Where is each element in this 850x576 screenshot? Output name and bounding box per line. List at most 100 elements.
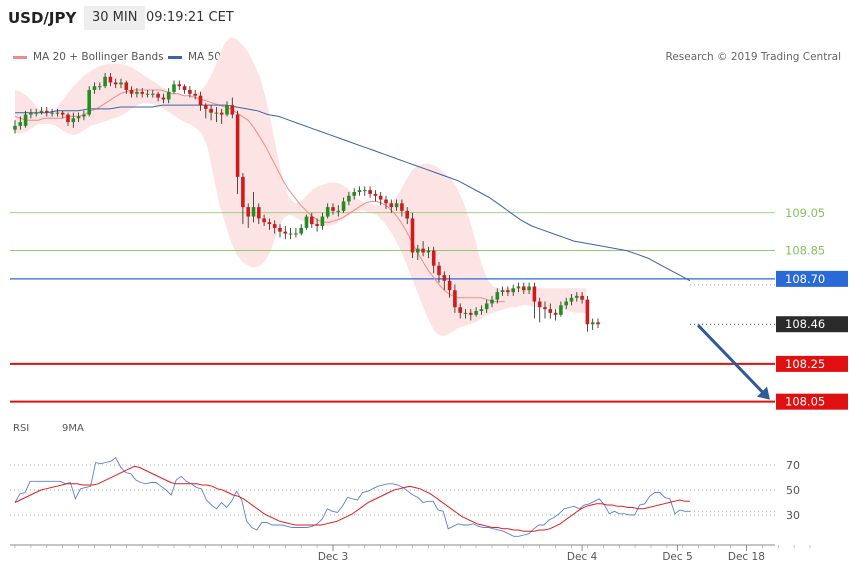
candle-body [135,91,139,94]
legend-9ma: 9MA [62,423,84,434]
candle-body [113,82,118,85]
candle-body [272,224,277,228]
candle-body [29,112,33,115]
projection-arrow-shaft [696,324,766,395]
x-axis-label: Dec 3 [318,551,348,563]
candle-body [400,203,404,211]
candle-body [124,82,129,90]
candle-body [230,105,235,115]
candle-body [60,112,65,115]
legend-ma50-label: MA 50 [188,51,221,63]
candle-body [416,248,420,253]
candle-body [198,95,203,106]
candles-group [13,73,600,332]
candle-body [304,216,309,228]
candle-body [156,93,160,98]
level-label-108.70: 108.70 [785,272,825,286]
candle-body [241,176,245,208]
candle-body [410,218,415,253]
candle-body [453,290,457,308]
candle-body [458,307,462,313]
candle-body [34,112,38,114]
candle-body [384,199,388,204]
candle-body [596,322,600,325]
candle-body [225,105,229,115]
candle-body [490,299,494,304]
candle-body [151,93,155,95]
candle-body [368,190,372,194]
candle-body [543,307,547,310]
candle-body [431,250,436,266]
level-tag-108.70 [776,270,848,287]
legend-ma20: MA 20 + Bollinger Bands [13,51,164,63]
x-axis-label: Dec 4 [567,551,598,563]
candle-body [45,110,49,113]
candle-body [484,303,489,310]
rsi-tick-label: 30 [786,509,800,522]
candle-body [331,207,335,211]
candle-body [511,288,515,293]
candle-body [516,286,521,289]
candle-body [294,233,298,235]
level-tag-108.46 [776,316,848,333]
symbol-title: USD/JPY [8,9,77,27]
candle-body [172,84,176,92]
candle-body [363,190,367,192]
candle-body [474,311,478,315]
candle-body [469,312,473,315]
candle-body [251,207,256,217]
clock-time: 09:19:21 CET [146,10,234,25]
candle-body [161,97,166,100]
candle-body [506,290,510,293]
rsi-tick-label: 50 [786,484,800,497]
candle-body [495,292,500,300]
candle-body [257,207,261,219]
candle-body [23,114,28,126]
legend-ma20-swatch [13,55,27,59]
candle-body [315,224,319,226]
candle-body [522,286,526,291]
level-tag-108.05 [776,393,848,410]
candle-body [585,299,590,325]
candle-body [204,105,208,109]
candle-body [394,203,399,208]
candle-body [209,108,213,113]
candle-body [564,301,568,306]
candle-body [50,112,54,114]
candle-body [320,216,325,226]
candle-body [87,90,91,115]
candle-body [532,286,537,302]
candle-body [437,265,441,276]
candle-body [108,76,113,83]
candle-body [357,190,362,192]
level-label-108.25: 108.25 [785,357,825,371]
candle-body [182,86,187,90]
candle-body [373,193,378,196]
projection-arrow-head [757,386,770,400]
candle-body [559,305,563,315]
candle-body [177,84,182,87]
candle-body [500,290,505,293]
candle-body [378,195,383,200]
candle-body [39,110,44,113]
candle-body [246,207,250,217]
candle-body [569,297,574,302]
candle-body [336,210,341,212]
candle-body [267,222,272,225]
x-axis-label: Dec 18 [728,551,765,563]
timeframe-badge[interactable]: 30 MIN [84,6,146,30]
legend-ma20-label: MA 20 + Bollinger Bands [33,51,164,63]
candle-body [140,91,144,94]
candle-body [278,227,282,232]
candle-body [71,118,76,123]
candle-body [405,210,409,219]
candle-body [166,91,171,100]
research-credit: Research © 2019 Trading Central [665,51,842,63]
candle-body [76,116,81,119]
candle-body [55,112,60,114]
candle-body [426,250,431,253]
candle-body [553,312,558,315]
candle-body [299,227,303,234]
rsi-tick-label: 70 [786,459,800,472]
